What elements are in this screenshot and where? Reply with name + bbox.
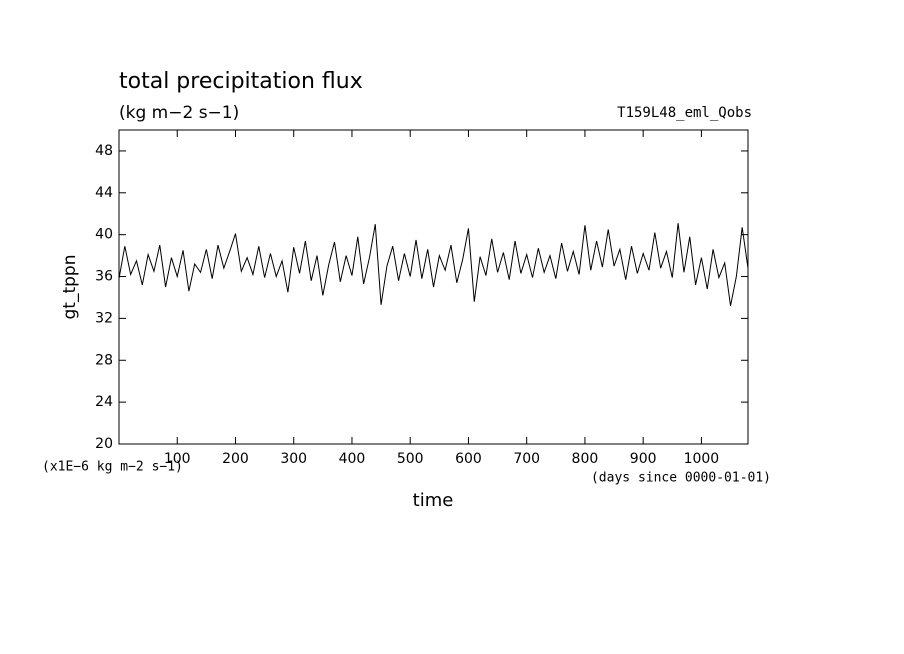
data-line <box>118 223 749 306</box>
annotation: T159L48_eml_Qobs <box>617 105 752 121</box>
chart-subtitle: (kg m−2 s−1) <box>119 103 239 123</box>
x-tick-label: 100 <box>164 451 191 467</box>
x-unit: (days since 0000-01-01) <box>591 471 771 486</box>
y-tick-label: 48 <box>95 143 113 159</box>
plot-frame <box>118 129 749 445</box>
y-tick-label: 28 <box>95 352 113 368</box>
y-unit: (x1E−6 kg m−2 s−1) <box>42 460 183 475</box>
y-tick-label: 40 <box>95 227 113 243</box>
x-axis-label: time <box>413 490 454 511</box>
y-tick-label: 20 <box>95 436 113 452</box>
x-tick-label: 300 <box>280 451 307 467</box>
x-tick-label: 1000 <box>684 451 720 467</box>
x-tick-label: 900 <box>630 451 657 467</box>
y-tick-label: 44 <box>95 185 113 201</box>
y-axis-label: gt_tppn <box>60 255 80 320</box>
x-tick-label: 400 <box>339 451 366 467</box>
x-tick-label: 500 <box>397 451 424 467</box>
x-tick-label: 800 <box>572 451 599 467</box>
x-tick-label: 600 <box>455 451 482 467</box>
y-tick-label: 32 <box>95 310 113 326</box>
y-tick-label: 24 <box>95 394 113 410</box>
x-tick-label: 700 <box>513 451 540 467</box>
chart-title: total precipitation flux <box>119 69 363 94</box>
x-tick-label: 200 <box>222 451 249 467</box>
y-tick-label: 36 <box>95 269 113 285</box>
